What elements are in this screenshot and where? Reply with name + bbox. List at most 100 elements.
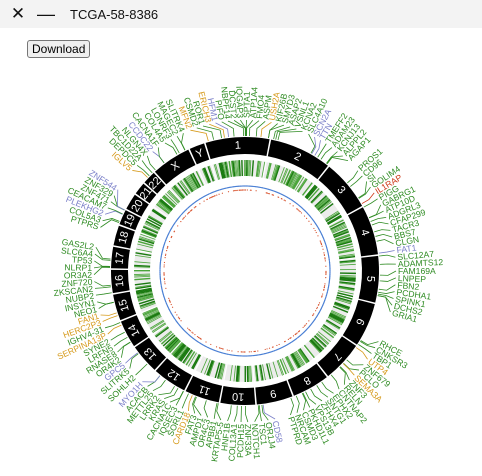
- gene-tick: [346, 359, 364, 366]
- chromosome-label: 14: [126, 322, 142, 338]
- cn-point-loss: [278, 196, 280, 198]
- cn-point-loss: [197, 336, 200, 338]
- cn-point-loss: [289, 337, 291, 339]
- minimize-icon[interactable]: —: [37, 3, 55, 24]
- gene-tick: [100, 312, 117, 316]
- density-bar: [191, 173, 200, 188]
- density-bar: [188, 352, 197, 367]
- gene-tick: [358, 181, 367, 199]
- cn-point: [327, 290, 329, 292]
- gene-label: ASPM: [261, 95, 274, 120]
- density-bar: [325, 212, 341, 223]
- gene-tick: [378, 291, 395, 294]
- cn-point-loss: [324, 260, 326, 262]
- density-bar: [166, 191, 179, 204]
- density-bar: [166, 337, 179, 351]
- cn-point-loss: [205, 341, 207, 343]
- density-bar: [315, 333, 329, 345]
- close-icon[interactable]: ✕: [10, 4, 26, 23]
- density-bar: [310, 338, 323, 352]
- gene-tick: [100, 219, 120, 228]
- gene-tick: [104, 322, 121, 329]
- density-bar: [188, 175, 197, 190]
- gene-tick: [146, 155, 156, 171]
- density-bar: [151, 322, 166, 332]
- chromosome-2: [267, 139, 328, 180]
- density-bar: [173, 343, 186, 358]
- density-bar: [338, 254, 355, 258]
- gene-tick: [260, 122, 272, 137]
- density-bar: [296, 178, 307, 192]
- density-bar: [223, 161, 228, 178]
- cn-point-loss: [232, 190, 235, 192]
- density-bar: [192, 354, 202, 370]
- cn-point-loss: [276, 344, 278, 347]
- density-bar: [145, 220, 161, 229]
- gene-tick: [261, 404, 269, 421]
- chromosome-7: [317, 336, 357, 377]
- density-bar: [207, 360, 215, 376]
- density-bar: [172, 186, 184, 200]
- chromosome-20: [126, 194, 149, 217]
- cn-point-loss: [168, 240, 171, 243]
- cn-point-loss: [191, 331, 193, 333]
- density-bar: [183, 350, 194, 364]
- density-bar: [339, 281, 356, 285]
- density-bar: [338, 248, 354, 253]
- density-bar: [147, 315, 162, 325]
- density-bar: [159, 199, 173, 211]
- chromosome-label: 11: [197, 382, 212, 397]
- gene-tick: [113, 336, 128, 347]
- cn-point: [174, 318, 176, 321]
- density-bar: [156, 202, 171, 214]
- cn-point-loss: [169, 301, 171, 303]
- cn-point-loss: [227, 191, 230, 193]
- density-bar: [213, 164, 220, 180]
- gene-tick: [310, 388, 323, 402]
- density-bar: [134, 264, 151, 268]
- cn-point-loss: [182, 218, 184, 220]
- cn-point-loss: [315, 231, 317, 234]
- density-bar: [141, 228, 158, 236]
- cn-point-loss: [180, 220, 182, 223]
- cn-point-loss: [323, 252, 325, 254]
- gene-label: SLC12A7: [397, 249, 435, 262]
- density-bar: [180, 348, 191, 362]
- cn-point: [160, 285, 162, 287]
- cn-point: [259, 186, 262, 189]
- cn-point-loss: [289, 203, 291, 205]
- density-bar: [182, 178, 193, 193]
- cn-point-loss: [218, 347, 221, 349]
- gene-tick: [363, 198, 378, 208]
- cn-point-loss: [323, 254, 326, 256]
- density-bar: [159, 331, 173, 343]
- chromosome-1: [205, 137, 270, 160]
- download-button[interactable]: Download: [27, 40, 91, 58]
- density-bar: [311, 191, 324, 204]
- density-bar: [167, 338, 180, 352]
- gene-tick: [107, 207, 123, 215]
- cn-point-loss: [168, 299, 171, 301]
- gene-tick: [102, 315, 118, 322]
- cn-point-loss: [199, 203, 201, 205]
- density-bar: [190, 173, 200, 189]
- gene-label: BBS7: [393, 227, 417, 242]
- chromosome-18: [113, 225, 135, 249]
- density-bar: [137, 293, 153, 299]
- gene-label: TP53: [72, 254, 93, 265]
- chromosome-label: 8: [301, 373, 312, 386]
- chromosome-21: [135, 183, 157, 204]
- density-bar: [134, 274, 151, 277]
- cn-point-loss: [171, 306, 174, 308]
- chromosome-label: 20: [129, 198, 146, 215]
- density-bar: [334, 233, 350, 240]
- density-bar: [135, 252, 152, 257]
- density-bar: [172, 343, 185, 357]
- cn-point-loss: [308, 220, 310, 222]
- cn-point: [164, 241, 166, 243]
- density-bar: [317, 199, 331, 211]
- density-bar: [268, 362, 274, 379]
- cn-point-loss: [305, 217, 308, 219]
- cn-point-loss: [215, 346, 218, 348]
- chromosome-13: [134, 337, 167, 370]
